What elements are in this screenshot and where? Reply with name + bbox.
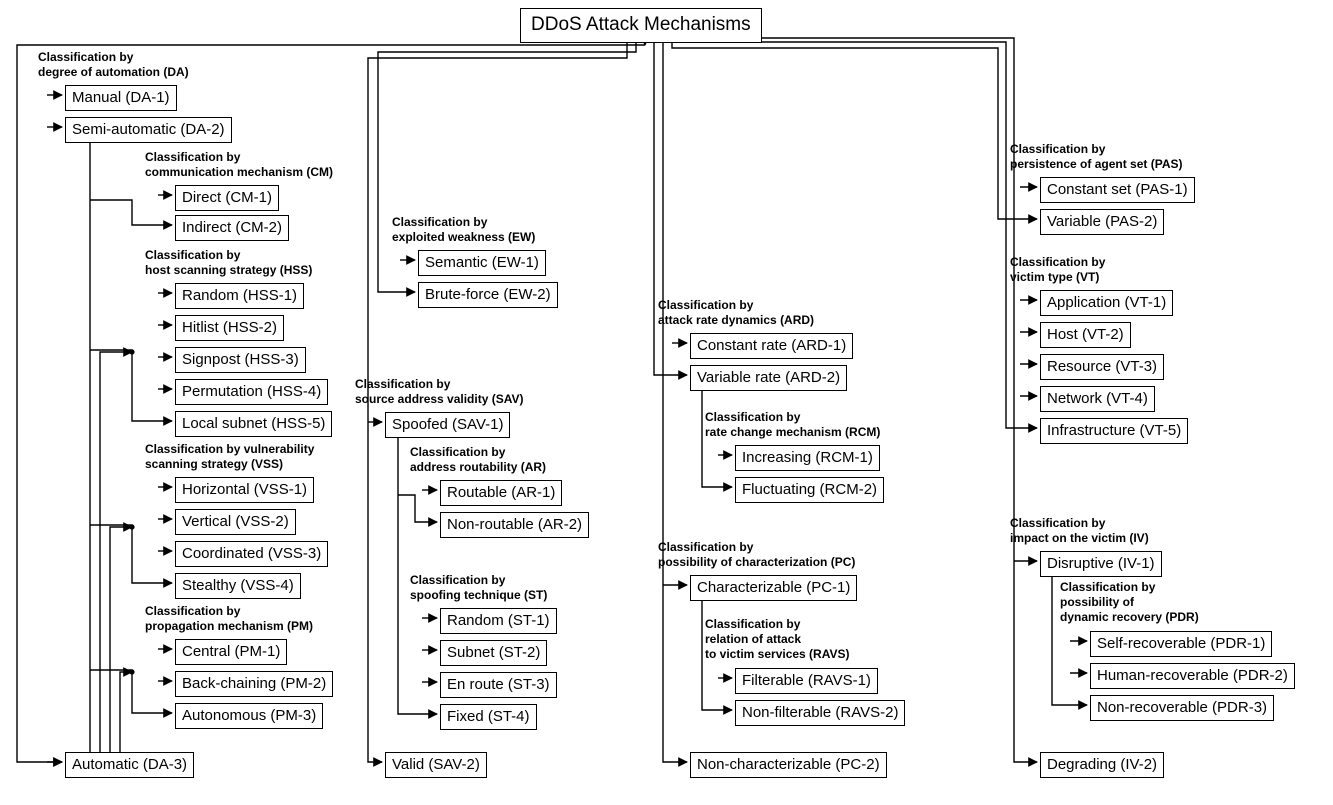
node-pdr3: Non-recoverable (PDR-3) [1090,695,1274,721]
node-rcm2: Fluctuating (RCM-2) [735,477,884,503]
node-ar2: Non-routable (AR-2) [440,512,589,538]
category-label-pas: Classification bypersistence of agent se… [1010,142,1183,172]
node-st1: Random (ST-1) [440,608,557,634]
node-rcm1: Increasing (RCM-1) [735,445,880,471]
node-ravs2: Non-filterable (RAVS-2) [735,700,905,726]
node-vss1: Horizontal (VSS-1) [175,477,314,503]
node-hss2: Hitlist (HSS-2) [175,315,284,341]
category-label-pm: Classification bypropagation mechanism (… [145,604,313,634]
category-label-vss: Classification by vulnerabilityscanning … [145,442,314,472]
edge-da2-vss [90,525,172,583]
category-label-pc: Classification bypossibility of characte… [658,540,855,570]
edge-da3-tie3 [120,672,132,762]
category-label-ar: Classification byaddress routability (AR… [410,445,546,475]
node-pc1: Characterizable (PC-1) [690,575,857,601]
category-label-rcm: Classification byrate change mechanism (… [705,410,880,440]
edge-root-pc [663,38,687,762]
node-vt5: Infrastructure (VT-5) [1040,418,1188,444]
node-ar1: Routable (AR-1) [440,480,562,506]
category-label-iv: Classification byimpact on the victim (I… [1010,516,1149,546]
node-ard1: Constant rate (ARD-1) [690,333,853,359]
node-hss1: Random (HSS-1) [175,283,304,309]
node-hss5: Local subnet (HSS-5) [175,411,332,437]
edge-root-pas [672,38,1037,219]
category-label-hss: Classification byhost scanning strategy … [145,248,312,278]
node-cm2: Indirect (CM-2) [175,215,289,241]
category-label-pdr: Classification bypossibility ofdynamic r… [1060,580,1199,625]
node-hss3: Signpost (HSS-3) [175,347,306,373]
node-pm3: Autonomous (PM-3) [175,703,323,729]
node-pas2: Variable (PAS-2) [1040,209,1164,235]
node-pdr1: Self-recoverable (PDR-1) [1090,631,1272,657]
node-iv2: Degrading (IV-2) [1040,752,1164,778]
node-cm1: Direct (CM-1) [175,185,279,211]
category-label-vt: Classification byvictim type (VT) [1010,255,1105,285]
node-sav2: Valid (SAV-2) [385,752,487,778]
node-da1: Manual (DA-1) [65,85,177,111]
edge-da2-cm [90,200,172,225]
node-hss4: Permutation (HSS-4) [175,379,328,405]
edge-da3-tie2 [110,527,132,762]
edge-da2-pm [90,670,172,713]
node-st2: Subnet (ST-2) [440,640,547,666]
node-vss3: Coordinated (VSS-3) [175,541,328,567]
junction-dot [129,669,134,674]
node-st3: En route (ST-3) [440,672,557,698]
node-st4: Fixed (ST-4) [440,704,537,730]
node-ew2: Brute-force (EW-2) [418,282,558,308]
category-label-ravs: Classification byrelation of attackto vi… [705,617,850,662]
node-sav1: Spoofed (SAV-1) [385,412,510,438]
node-ew1: Semantic (EW-1) [418,250,546,276]
category-label-ard: Classification byattack rate dynamics (A… [658,298,814,328]
node-vss2: Vertical (VSS-2) [175,509,296,535]
edge-da2-hss [90,350,172,421]
node-ard2: Variable rate (ARD-2) [690,365,847,391]
node-pc2: Non-characterizable (PC-2) [690,752,887,778]
root-node: DDoS Attack Mechanisms [520,8,762,43]
node-pas1: Constant set (PAS-1) [1040,177,1195,203]
node-ravs1: Filterable (RAVS-1) [735,668,878,694]
edge-sav1-ar [398,495,437,522]
node-pm2: Back-chaining (PM-2) [175,671,333,697]
junction-dot [129,349,134,354]
node-da2: Semi-automatic (DA-2) [65,117,232,143]
edge-da3-tie1 [100,352,132,762]
node-pdr2: Human-recoverable (PDR-2) [1090,663,1295,689]
category-label-st: Classification byspoofing technique (ST) [410,573,547,603]
category-label-ew: Classification byexploited weakness (EW) [392,215,535,245]
node-vss4: Stealthy (VSS-4) [175,573,301,599]
node-vt3: Resource (VT-3) [1040,354,1164,380]
node-vt4: Network (VT-4) [1040,386,1155,412]
category-label-da: Classification bydegree of automation (D… [38,50,189,80]
node-vt2: Host (VT-2) [1040,322,1131,348]
category-label-sav: Classification bysource address validity… [355,377,524,407]
junction-dot [129,524,134,529]
node-iv1: Disruptive (IV-1) [1040,551,1162,577]
node-da3: Automatic (DA-3) [65,752,194,778]
category-label-cm: Classification bycommunication mechanism… [145,150,333,180]
node-pm1: Central (PM-1) [175,639,287,665]
node-vt1: Application (VT-1) [1040,290,1173,316]
